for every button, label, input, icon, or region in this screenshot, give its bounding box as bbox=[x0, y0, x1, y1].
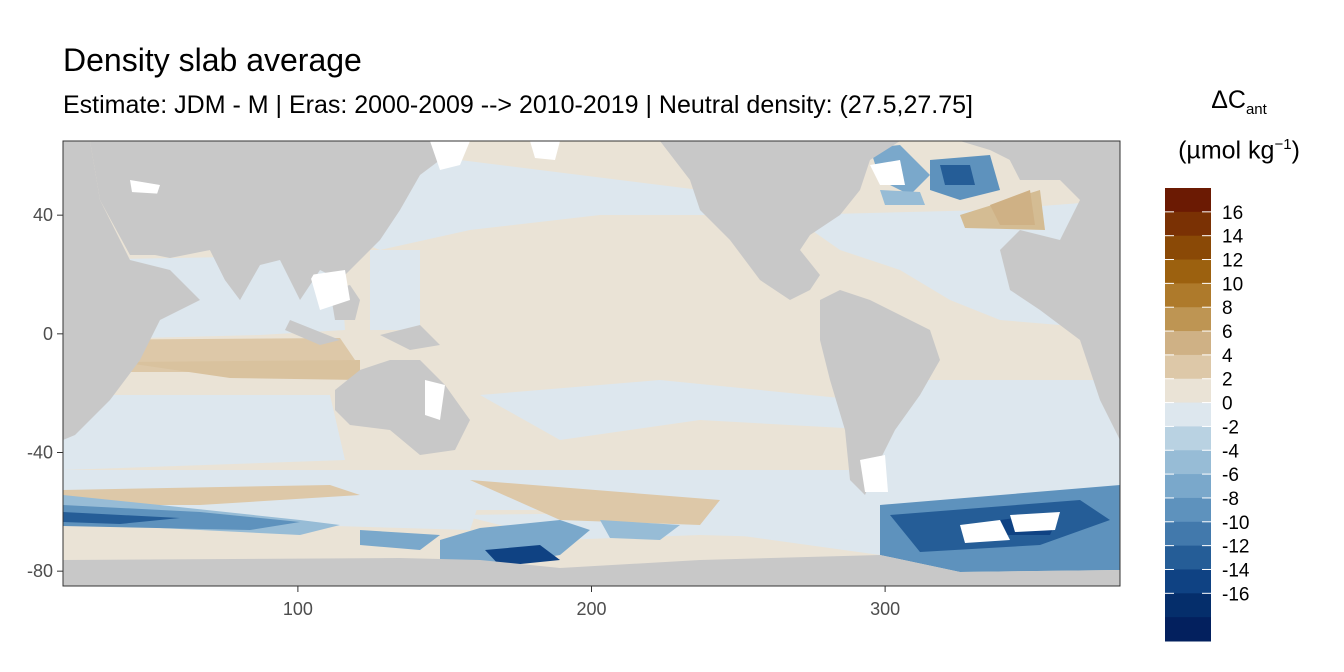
legend-title: ΔCant bbox=[1211, 86, 1267, 118]
legend-swatch bbox=[1165, 474, 1211, 499]
land-overlay bbox=[100, 190, 315, 300]
legend-label: 16 bbox=[1222, 203, 1243, 224]
legend-label: 4 bbox=[1222, 346, 1233, 367]
land-eurasia bbox=[63, 141, 470, 300]
legend-swatch bbox=[1165, 331, 1211, 356]
land-antarctica bbox=[63, 555, 1120, 586]
no-data-bering bbox=[430, 141, 470, 170]
land-africa bbox=[63, 141, 200, 440]
legend-swatch bbox=[1165, 211, 1211, 237]
no-data-weddell bbox=[960, 520, 1010, 543]
no-data-hudson bbox=[870, 160, 905, 185]
legend-label: 14 bbox=[1222, 227, 1244, 248]
legend-label: 2 bbox=[1222, 370, 1233, 391]
no-data-arctic bbox=[530, 141, 560, 160]
legend-label: -12 bbox=[1222, 537, 1249, 558]
land-south-america bbox=[820, 290, 940, 495]
y-tick-label: 40 bbox=[33, 205, 53, 225]
x-tick-label: 100 bbox=[283, 599, 313, 619]
land-masses bbox=[63, 141, 1120, 586]
x-axis: 100 200 300 bbox=[283, 586, 900, 619]
legend-swatch bbox=[1165, 617, 1211, 642]
legend-swatch bbox=[1165, 378, 1211, 404]
legend-swatch bbox=[1165, 521, 1211, 547]
legend-swatch bbox=[1165, 188, 1211, 213]
legend-label: -8 bbox=[1222, 489, 1239, 510]
x-tick-label: 300 bbox=[870, 599, 900, 619]
legend-label: -16 bbox=[1222, 584, 1249, 605]
legend-colorbar bbox=[1165, 188, 1211, 642]
chart-subtitle: Estimate: JDM - M | Eras: 2000-2009 --> … bbox=[63, 91, 973, 119]
legend-label: 8 bbox=[1222, 298, 1233, 319]
land-north-america bbox=[660, 141, 900, 300]
legend-label: -10 bbox=[1222, 513, 1249, 534]
no-data-weddell-2 bbox=[1010, 512, 1060, 532]
legend-unit: (µmol kg−1) bbox=[1178, 136, 1300, 165]
y-tick-label: -80 bbox=[27, 561, 53, 581]
legend-swatch bbox=[1165, 307, 1211, 332]
chart-title: Density slab average bbox=[63, 42, 362, 78]
legend-swatch bbox=[1165, 426, 1211, 451]
legend-swatch bbox=[1165, 235, 1211, 261]
legend-label: -14 bbox=[1222, 560, 1250, 581]
no-data-south-china-sea bbox=[310, 270, 350, 310]
no-data-patches bbox=[130, 141, 1060, 543]
land-europe-africa bbox=[1000, 141, 1120, 440]
legend-swatch bbox=[1165, 283, 1211, 308]
legend-swatch bbox=[1165, 354, 1211, 380]
legend-label: 6 bbox=[1222, 322, 1233, 343]
legend-swatch bbox=[1165, 259, 1211, 284]
x-tick-label: 200 bbox=[576, 599, 606, 619]
legend-swatch bbox=[1165, 497, 1211, 523]
y-tick-label: 0 bbox=[43, 324, 53, 344]
legend-label: -6 bbox=[1222, 465, 1239, 486]
legend-label: -4 bbox=[1222, 441, 1239, 462]
legend-label: 0 bbox=[1222, 394, 1233, 415]
legend-swatch bbox=[1165, 593, 1211, 618]
legend-label: -2 bbox=[1222, 417, 1239, 438]
legend-swatch bbox=[1165, 450, 1211, 475]
land-new-guinea bbox=[380, 325, 440, 350]
legend-label: 10 bbox=[1222, 274, 1243, 295]
no-data-tasman bbox=[425, 380, 445, 420]
legend-label: 12 bbox=[1222, 251, 1243, 272]
y-axis: 40 0 -40 -80 bbox=[27, 205, 63, 581]
map-panel bbox=[63, 141, 1120, 586]
legend-swatch bbox=[1165, 545, 1211, 570]
legend-swatch bbox=[1165, 569, 1211, 594]
no-data-patagonia bbox=[860, 455, 888, 492]
land-java bbox=[285, 320, 340, 345]
y-tick-label: -40 bbox=[27, 443, 53, 463]
legend-swatch bbox=[1165, 402, 1211, 427]
